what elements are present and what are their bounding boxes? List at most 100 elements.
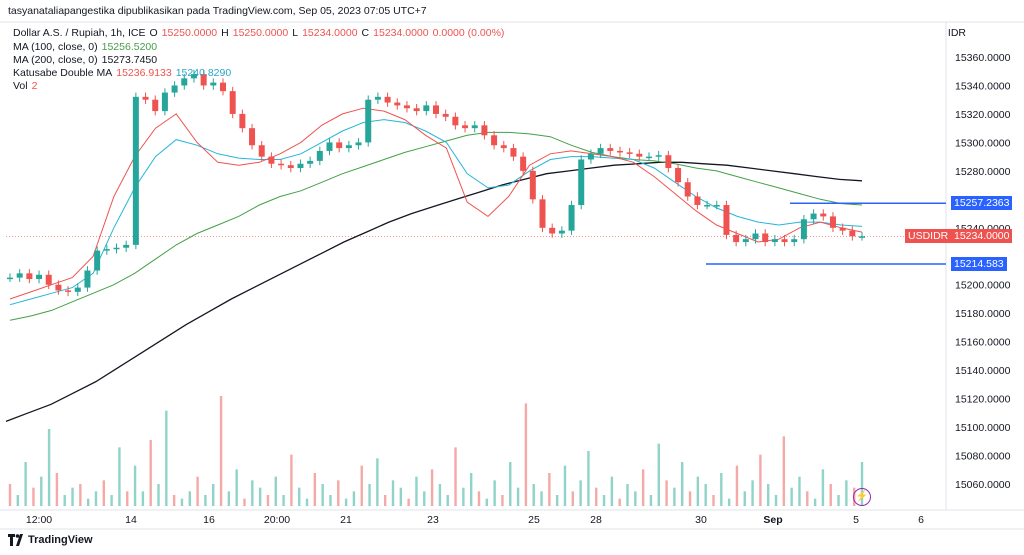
volume-bar <box>446 495 449 506</box>
candle-body <box>539 199 546 228</box>
currency-label[interactable]: IDR <box>947 27 966 39</box>
volume-bar <box>829 484 832 506</box>
candle-body <box>249 128 256 146</box>
volume-bar <box>47 429 51 506</box>
y-tick-label: 15320.0000 <box>955 109 1011 121</box>
x-tick-label: 5 <box>853 514 859 526</box>
volume-bar <box>540 491 543 506</box>
symbol-name[interactable]: Dollar A.S. / Rupiah, 1h, ICE <box>13 27 146 39</box>
close-value: 15234.0000 <box>373 27 429 39</box>
candle-body <box>607 148 614 151</box>
y-tick-label: 15100.0000 <box>955 422 1011 434</box>
volume-bar <box>587 451 590 506</box>
volume-bar <box>94 491 98 506</box>
candle-body <box>820 213 827 217</box>
x-tick-label: 28 <box>590 514 602 526</box>
candle-body <box>675 168 682 183</box>
volume-bar <box>860 462 864 506</box>
volume-bar <box>548 473 551 506</box>
volume-bar <box>430 469 434 506</box>
candle-body <box>781 239 788 243</box>
candle-body <box>365 99 372 143</box>
volume-bar <box>118 447 121 506</box>
volume-bar <box>454 447 457 506</box>
candle-body <box>462 125 469 129</box>
katusabe-label: Katusabe Double MA <box>13 67 113 79</box>
volume-bar <box>344 498 348 506</box>
volume-bar <box>391 480 395 506</box>
volume-bar <box>133 465 137 506</box>
volume-bar <box>212 484 215 506</box>
volume-bar <box>63 495 66 506</box>
volume-bar <box>509 462 512 506</box>
candle-body <box>220 82 226 92</box>
volume-bar <box>141 491 145 506</box>
legend-ma200-row[interactable]: MA (200, close, 0) 15273.7450 <box>13 54 161 67</box>
volume-bar <box>704 484 707 506</box>
candle-body <box>55 284 62 291</box>
volume-bar <box>165 410 168 506</box>
volume-bar <box>595 487 598 506</box>
volume-bar <box>774 495 778 506</box>
candle-body <box>568 205 575 231</box>
volume-value: 2 <box>31 80 38 92</box>
volume-bar <box>579 480 582 506</box>
volume-bar <box>274 476 277 506</box>
candle-body <box>142 96 149 100</box>
lightning-icon[interactable]: ⚡ <box>853 488 871 506</box>
volume-bar <box>360 465 363 506</box>
candle-body <box>800 219 807 240</box>
volume-bar <box>407 498 410 506</box>
candle-body <box>578 159 585 206</box>
y-tick-label: 15160.0000 <box>955 337 1011 349</box>
candle-body <box>510 148 517 157</box>
candle-body <box>190 74 197 79</box>
candle-body <box>646 156 652 159</box>
volume-bar <box>751 480 754 506</box>
candle-body <box>558 230 565 234</box>
legend-ma100-row[interactable]: MA (100, close, 0) 15256.5200 <box>13 41 161 54</box>
legend-volume-row[interactable]: Vol 2 <box>13 80 41 93</box>
low-value: 15234.0000 <box>302 27 358 39</box>
candle-body <box>84 270 91 288</box>
x-tick-label: 12:00 <box>26 514 52 526</box>
volume-bar <box>55 473 59 506</box>
volume-bar <box>71 487 74 506</box>
candle-body <box>626 152 633 154</box>
candle-body <box>500 145 507 149</box>
volume-bar <box>149 440 152 506</box>
volume-bar <box>352 491 356 506</box>
volume-bar <box>610 476 614 506</box>
low-label: L <box>292 27 299 39</box>
katusabe-value-2: 15240.8290 <box>175 67 232 79</box>
volume-bar <box>681 462 684 506</box>
candle-body <box>433 105 439 114</box>
volume-bar <box>634 491 637 506</box>
candle-body <box>278 163 285 166</box>
high-value: 15250.0000 <box>232 27 289 39</box>
volume-bar <box>821 469 825 506</box>
volume-bar <box>110 495 113 506</box>
candle-body <box>336 142 343 149</box>
candle-body <box>287 165 294 169</box>
candle-body <box>752 233 759 240</box>
legend-katusabe-row[interactable]: Katusabe Double MA 15236.9133 15240.8290 <box>13 67 235 80</box>
candle-body <box>229 91 236 114</box>
volume-bar <box>423 491 426 506</box>
volume-bar <box>438 484 442 506</box>
footer-brand[interactable]: TradingView <box>8 534 93 546</box>
volume-bar <box>798 476 801 506</box>
x-tick-label: 30 <box>695 514 707 526</box>
candle-body <box>171 85 178 93</box>
volume-bar <box>368 484 371 506</box>
volume-bar <box>157 484 160 506</box>
y-tick-label: 15180.0000 <box>955 308 1011 320</box>
volume-bar <box>720 473 723 506</box>
volume-bar <box>16 495 20 506</box>
candle-body <box>413 108 420 112</box>
x-tick-label: 14 <box>125 514 137 526</box>
volume-bar <box>665 480 668 506</box>
volume-bar <box>493 480 496 506</box>
volume-bar <box>258 487 262 506</box>
